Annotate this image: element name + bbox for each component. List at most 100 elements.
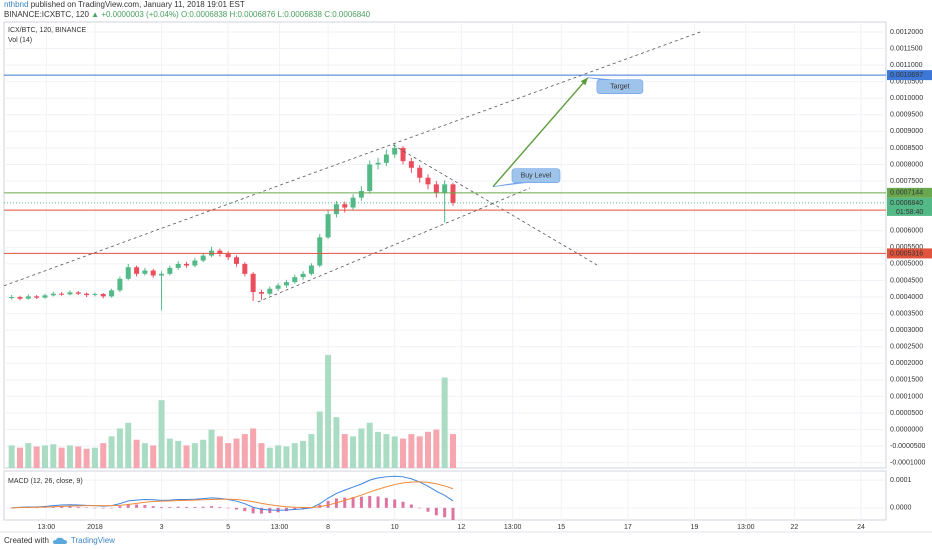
candle-body bbox=[300, 273, 306, 278]
y-tick-label: 0.0002500 bbox=[890, 344, 923, 351]
signal-line bbox=[11, 481, 454, 509]
candle-body bbox=[25, 296, 31, 299]
volume-bar bbox=[183, 445, 190, 468]
volume-bar bbox=[325, 355, 332, 468]
volume-bar bbox=[66, 445, 73, 468]
volume-bar bbox=[391, 436, 398, 468]
candle-body bbox=[283, 282, 289, 286]
x-tick-label: 22 bbox=[791, 524, 799, 531]
candle-body bbox=[233, 257, 239, 264]
volume-bar bbox=[58, 447, 65, 468]
published: published on TradingView.com, January 11… bbox=[30, 0, 245, 9]
volume-bar bbox=[425, 431, 432, 468]
macd-hist bbox=[451, 507, 455, 520]
candle-body bbox=[50, 293, 56, 296]
macd-pane bbox=[3, 470, 887, 521]
volume-bar bbox=[208, 429, 215, 468]
x-tick-label: 24 bbox=[857, 524, 865, 531]
y-tick-label: 0.0011500 bbox=[890, 45, 923, 52]
countdown: 01:58:40 bbox=[896, 209, 923, 216]
macd-hist bbox=[85, 507, 89, 509]
y-tick-label: 0.0000500 bbox=[890, 410, 923, 417]
volume-bar bbox=[8, 445, 15, 468]
volume-bar bbox=[449, 434, 456, 468]
candle-body bbox=[242, 263, 248, 274]
volume-bar bbox=[275, 445, 282, 468]
author[interactable]: nthbnd bbox=[4, 0, 29, 9]
macd-hist bbox=[51, 506, 55, 508]
y-tick-label: 0.0010000 bbox=[890, 95, 923, 102]
overlay: 0.00106970.00071440.00066220.00053160.00… bbox=[4, 70, 932, 520]
x-tick-label: 2018 bbox=[87, 524, 103, 531]
macd-hist bbox=[143, 505, 147, 508]
macd-hist bbox=[393, 499, 397, 508]
volume-bar bbox=[416, 436, 423, 468]
candle-body bbox=[167, 267, 173, 274]
candle-body bbox=[17, 297, 23, 299]
volume-bar bbox=[400, 438, 407, 468]
macd-hist bbox=[218, 506, 222, 508]
y-tick-label: 0.0001000 bbox=[890, 393, 923, 400]
candle-body bbox=[142, 270, 148, 274]
candle-body bbox=[59, 293, 65, 295]
macd-hist bbox=[135, 504, 139, 508]
y-tick-label: 0.0000000 bbox=[890, 426, 923, 433]
volume-bar bbox=[441, 377, 448, 468]
volume-bar bbox=[125, 422, 132, 468]
y-tick-label: 0.0003500 bbox=[890, 310, 923, 317]
macd-hist bbox=[10, 507, 14, 509]
candle-body bbox=[100, 294, 106, 297]
macd-hist bbox=[68, 506, 72, 508]
volume-bar bbox=[350, 436, 357, 468]
x-tick-label: 8 bbox=[326, 524, 330, 531]
macd-hist bbox=[284, 507, 288, 512]
volume-bar bbox=[233, 438, 240, 468]
macd-hist bbox=[434, 507, 438, 516]
y-tick-label: 0.0009000 bbox=[890, 128, 923, 135]
candle-body bbox=[367, 164, 373, 191]
volume-bar bbox=[375, 431, 382, 468]
candle-body bbox=[184, 263, 190, 266]
y-tick-label: -0.0001000 bbox=[890, 460, 926, 467]
volume-bar bbox=[291, 443, 298, 468]
volume-bar bbox=[283, 446, 290, 468]
macd-hist bbox=[409, 504, 413, 508]
y-tick-label: 0.0000 bbox=[890, 505, 912, 512]
volume-bar bbox=[150, 445, 157, 468]
x-tick-label: 10 bbox=[391, 524, 399, 531]
level-label: 0.0005316 bbox=[890, 250, 923, 257]
macd-hist bbox=[376, 496, 380, 508]
y-tick-label: 0.0006000 bbox=[890, 228, 923, 235]
volume-bar bbox=[75, 446, 82, 468]
y-tick-label: 0.0001 bbox=[890, 477, 912, 484]
candle-body bbox=[225, 253, 231, 258]
candle-body bbox=[400, 147, 406, 162]
trend-line bbox=[4, 30, 704, 287]
macd-hist bbox=[326, 500, 330, 508]
volume-bar bbox=[216, 436, 223, 468]
candle-body bbox=[408, 161, 414, 168]
y-tick-label: -0.0000500 bbox=[890, 443, 926, 450]
x-tick-label: 12 bbox=[457, 524, 465, 531]
macd-hist bbox=[76, 506, 80, 508]
brand[interactable]: TradingView bbox=[70, 536, 115, 545]
volume-bar bbox=[225, 443, 232, 468]
level-badge bbox=[887, 70, 932, 81]
y-tick-label: 0.0011000 bbox=[890, 62, 923, 69]
volume-bar bbox=[266, 447, 273, 468]
arrow-line bbox=[492, 77, 589, 188]
callout-box bbox=[596, 79, 644, 94]
macd-hist bbox=[368, 495, 372, 508]
candle-body bbox=[67, 292, 73, 295]
candle-body bbox=[125, 267, 131, 279]
macd-hist bbox=[259, 507, 263, 514]
macd-hist bbox=[160, 506, 164, 508]
level-badge bbox=[887, 248, 932, 259]
ohlc: L:0.0006838 bbox=[277, 10, 323, 19]
last-price-label: 0.0006840 bbox=[890, 200, 923, 207]
ohlc: H:0.0006876 bbox=[229, 10, 276, 19]
candle-body bbox=[275, 285, 281, 289]
x-tick-label: 13:00 bbox=[38, 524, 56, 531]
x-tick-label: 19 bbox=[691, 524, 699, 531]
